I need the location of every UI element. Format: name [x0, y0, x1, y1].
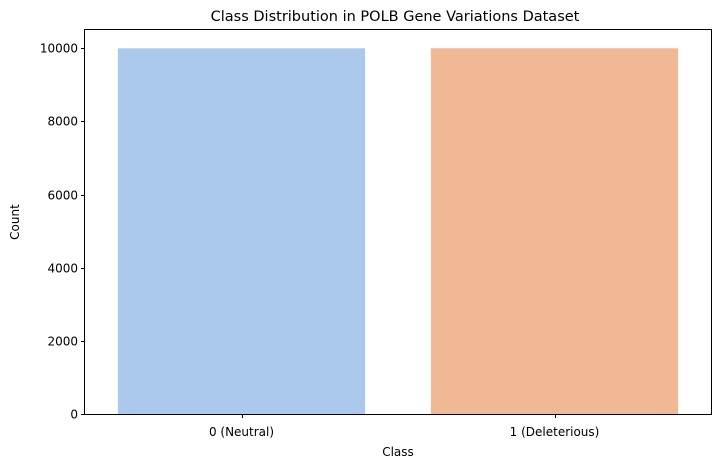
x-tick-label-0: 0 (Neutral): [209, 425, 274, 439]
bar-1: [430, 48, 679, 415]
bar-0: [117, 48, 366, 415]
y-tick-label-4: 8000: [47, 115, 78, 129]
chart-title: Class Distribution in POLB Gene Variatio…: [211, 9, 580, 25]
y-tick-label-0: 0: [70, 408, 78, 422]
y-tick-label-1: 2000: [47, 335, 78, 349]
plot-frame: [84, 29, 712, 415]
y-axis-ticks: 0 2000 4000 6000 8000 10000: [40, 42, 85, 422]
y-tick-label-5: 10000: [40, 42, 78, 56]
x-axis-ticks: 0 (Neutral) 1 (Deleterious): [209, 414, 599, 439]
y-tick-label-2: 4000: [47, 262, 78, 276]
x-axis-label: Class: [382, 445, 414, 459]
bars: [117, 48, 679, 415]
x-tick-label-1: 1 (Deleterious): [510, 425, 600, 439]
y-axis-label: Count: [8, 204, 22, 240]
y-tick-label-3: 6000: [47, 189, 78, 203]
